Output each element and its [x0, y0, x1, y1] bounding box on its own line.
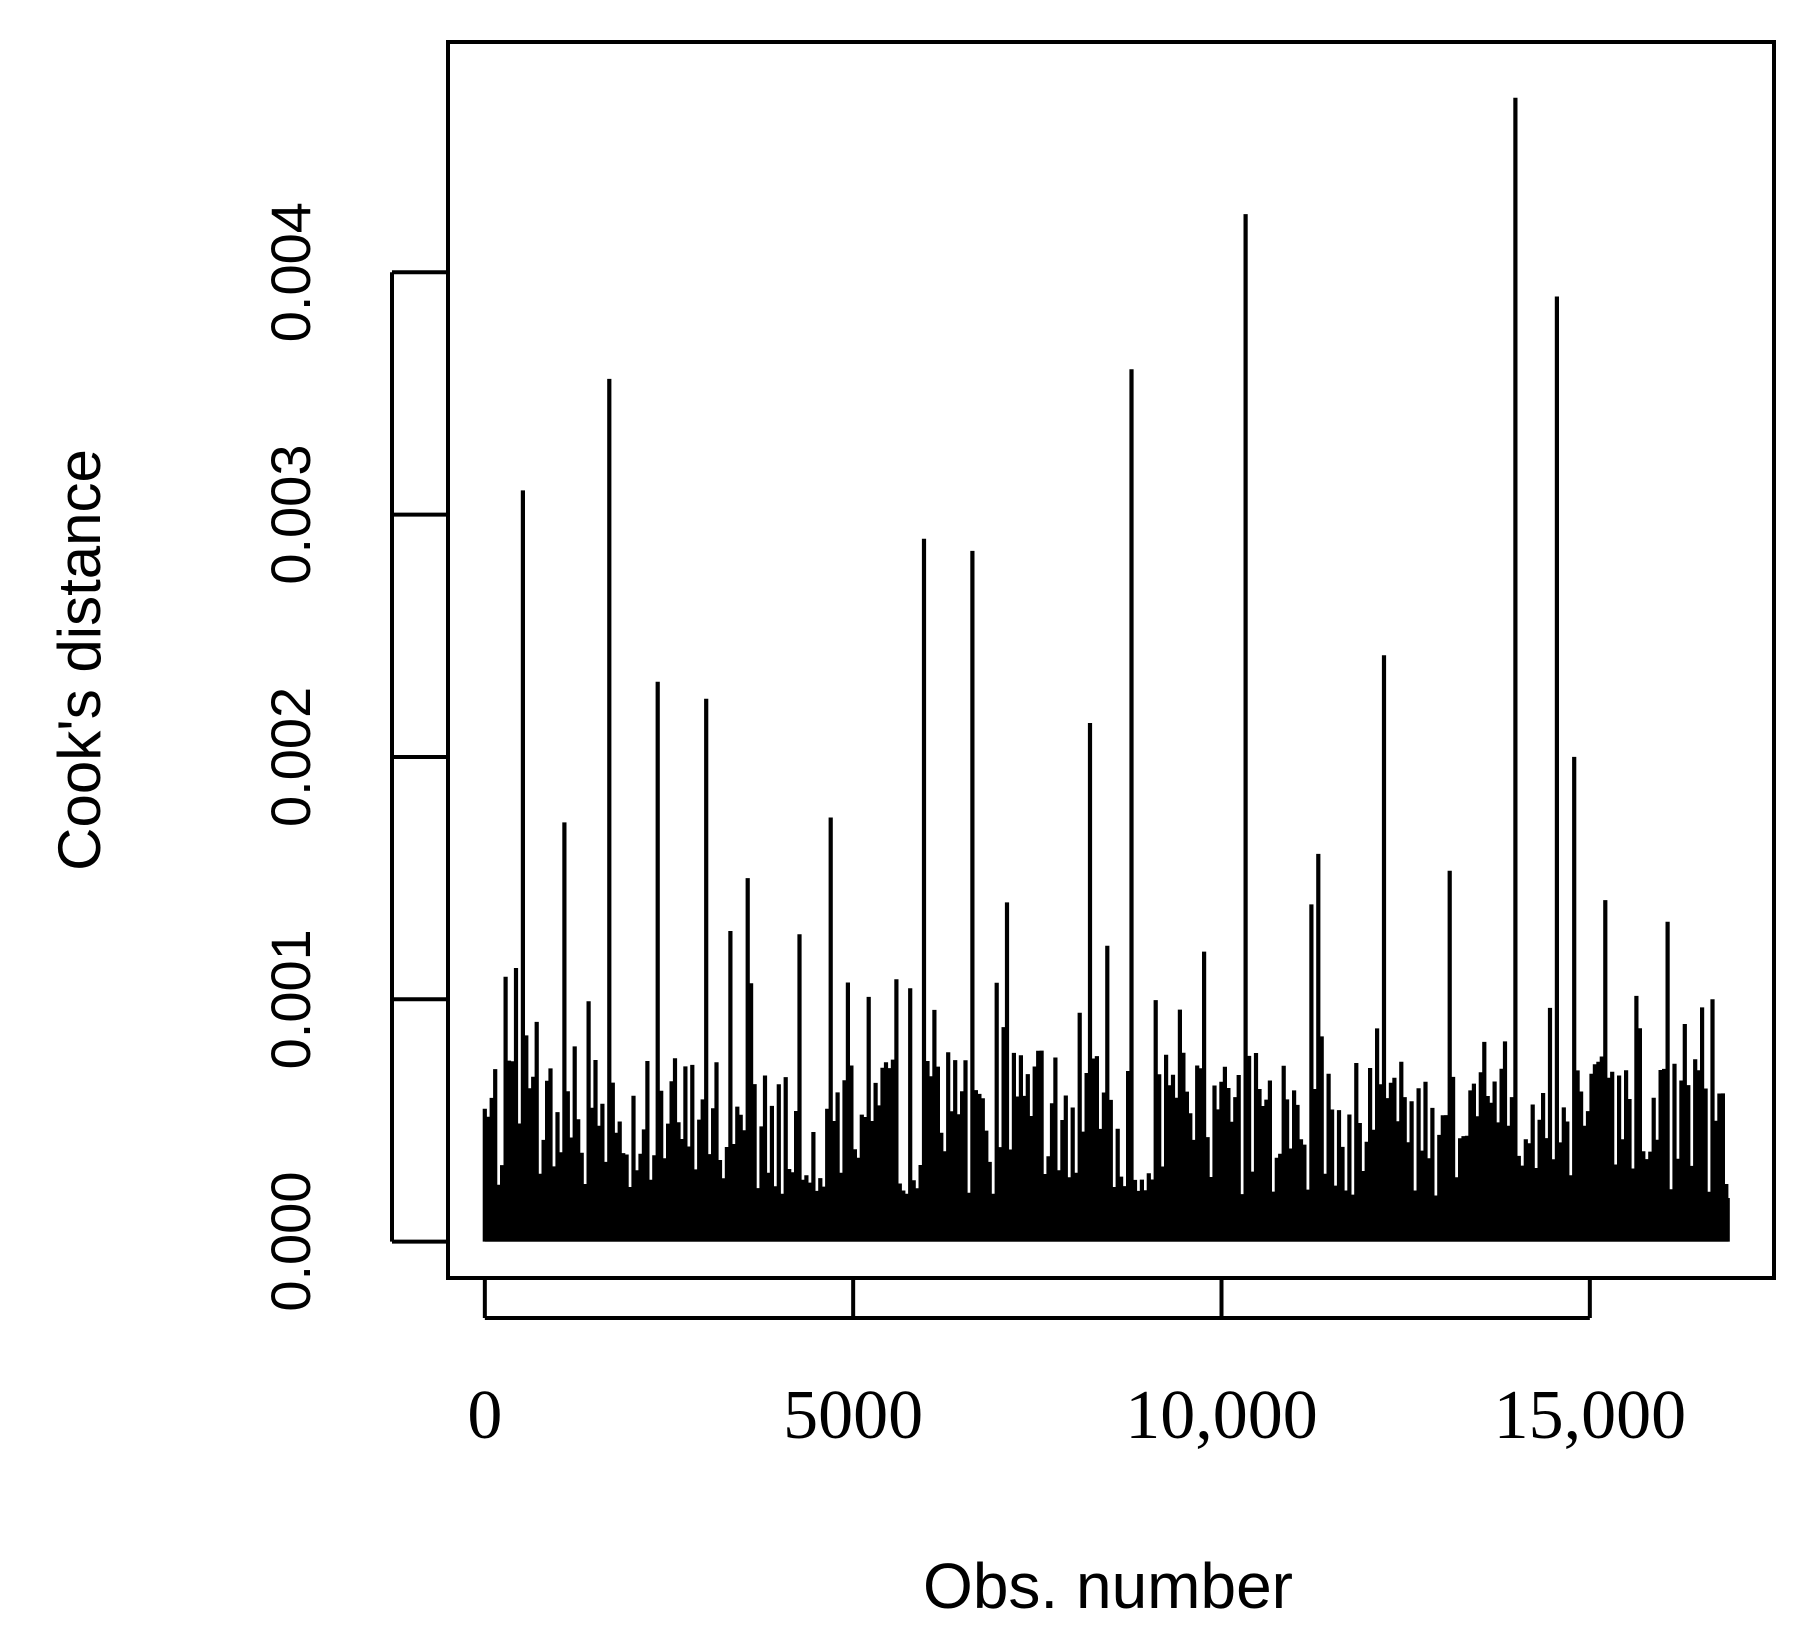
y-axis: 0.000 0.001 0.002 0.003 0.004	[259, 202, 448, 1312]
x-tick-label: 10,000	[1125, 1377, 1318, 1454]
y-tick-label: 0.004	[259, 202, 322, 342]
bars-group	[482, 97, 1730, 1242]
x-tick-label: 0	[467, 1377, 502, 1454]
x-axis-label: Obs. number	[923, 1550, 1293, 1622]
x-tick-label: 5000	[783, 1377, 923, 1454]
y-tick-label: 0.000	[259, 1172, 322, 1312]
plot-frame	[446, 40, 1776, 1280]
x-tick-label: 15,000	[1494, 1377, 1687, 1454]
y-axis-label: Cook's distance	[46, 449, 113, 871]
y-tick-label: 0.002	[259, 687, 322, 827]
bar-lines	[482, 97, 1729, 1242]
x-axis: 0 5000 10,000 15,000	[467, 1278, 1686, 1454]
y-tick-label: 0.003	[259, 445, 322, 585]
y-tick-label: 0.001	[259, 929, 322, 1069]
